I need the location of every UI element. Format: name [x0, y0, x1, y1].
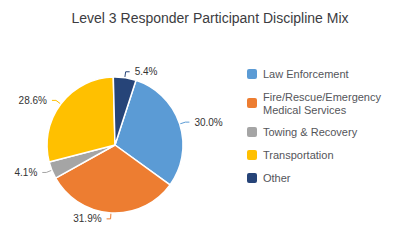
- svg-text:31.9%: 31.9%: [73, 213, 101, 224]
- svg-text:4.1%: 4.1%: [14, 167, 37, 178]
- svg-text:5.4%: 5.4%: [135, 66, 158, 77]
- svg-text:Law Enforcement: Law Enforcement: [263, 68, 349, 80]
- svg-text:Fire/Rescue/Emergency: Fire/Rescue/Emergency: [263, 91, 381, 103]
- svg-text:30.0%: 30.0%: [194, 117, 222, 128]
- svg-text:Level 3 Responder Participant: Level 3 Responder Participant Discipline…: [71, 10, 348, 26]
- svg-text:Medical Services: Medical Services: [263, 104, 347, 116]
- svg-text:28.6%: 28.6%: [19, 95, 47, 106]
- svg-text:Towing & Recovery: Towing & Recovery: [263, 126, 358, 138]
- svg-text:Transportation: Transportation: [263, 149, 334, 161]
- svg-text:Other: Other: [263, 172, 291, 184]
